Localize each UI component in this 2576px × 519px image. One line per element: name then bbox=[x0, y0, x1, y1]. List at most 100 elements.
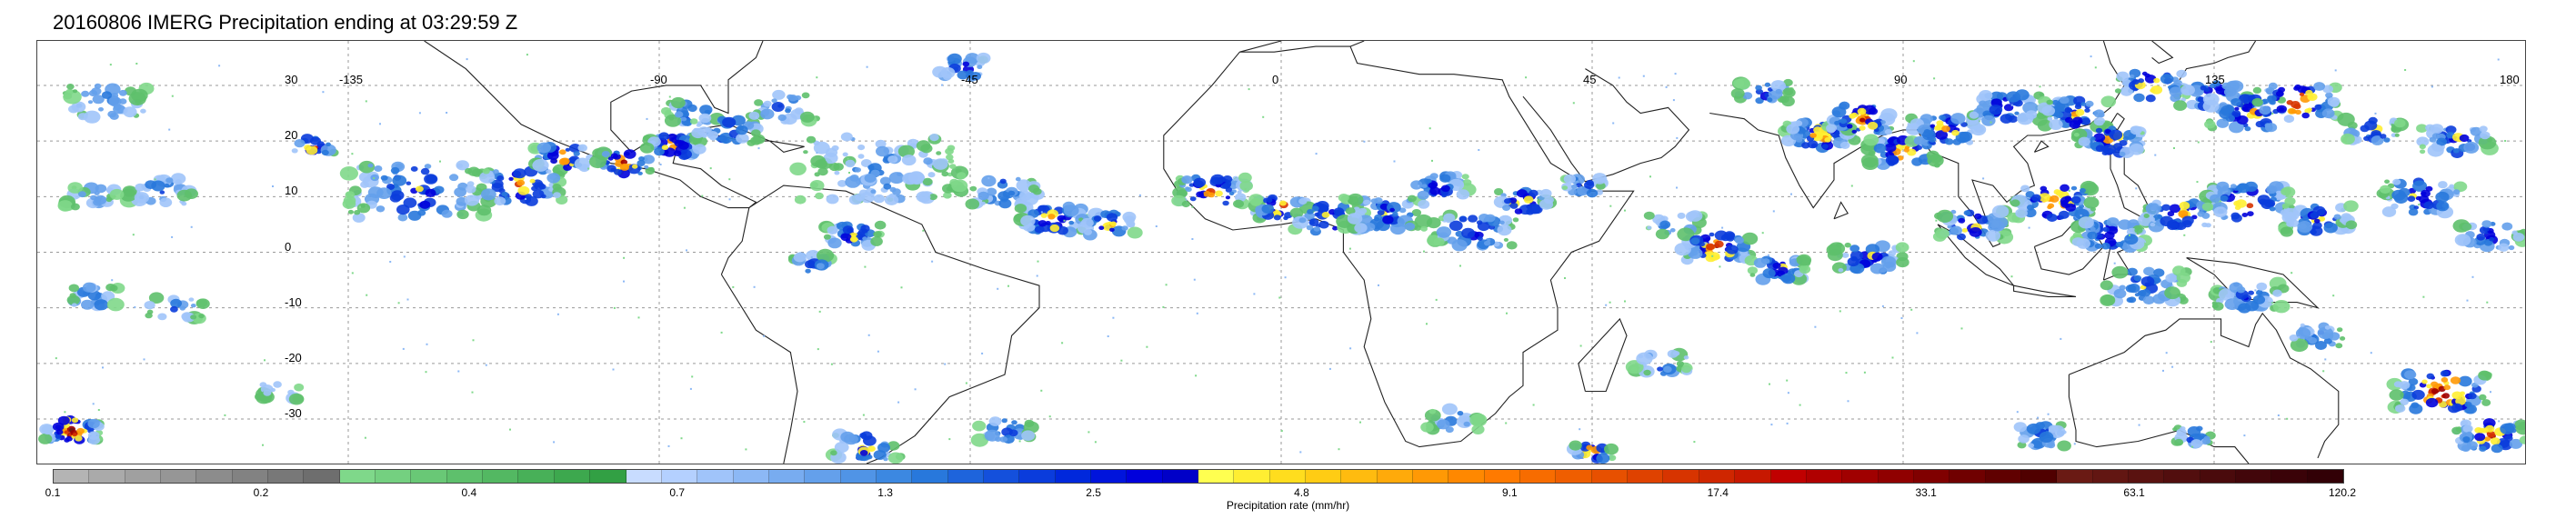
precip-cell bbox=[70, 203, 80, 211]
precip-cell bbox=[67, 182, 83, 194]
precip-cell bbox=[2134, 226, 2143, 234]
precip-cell bbox=[2169, 204, 2181, 214]
precip-cell bbox=[1023, 421, 1039, 434]
coastline bbox=[2068, 374, 2250, 464]
precip-cell bbox=[482, 168, 490, 175]
precip-cell bbox=[867, 445, 876, 453]
longitude-label: 135 bbox=[2205, 73, 2225, 86]
precip-speckle bbox=[623, 256, 626, 259]
precip-cell bbox=[419, 200, 431, 209]
precip-cell bbox=[2057, 440, 2071, 452]
precip-cell bbox=[1494, 188, 1504, 195]
precip-cell bbox=[1020, 215, 1036, 227]
precip-cell bbox=[454, 187, 466, 197]
precip-cell bbox=[1990, 220, 2005, 232]
precip-cell bbox=[1298, 217, 1307, 224]
precip-cell bbox=[1181, 200, 1191, 208]
precip-speckle bbox=[2135, 187, 2138, 190]
precip-speckle bbox=[1253, 293, 1256, 295]
precip-speckle bbox=[2183, 234, 2186, 236]
precip-cell bbox=[1561, 185, 1569, 191]
precip-speckle bbox=[2210, 341, 2212, 344]
precip-cell bbox=[479, 171, 496, 184]
precip-speckle bbox=[2010, 104, 2013, 106]
precip-cell bbox=[789, 162, 807, 175]
colorbar-segment bbox=[1127, 470, 1163, 483]
precip-cell bbox=[2498, 243, 2510, 252]
precip-cell bbox=[72, 433, 78, 437]
precip-cell bbox=[2453, 189, 2461, 195]
latitude-label: 0 bbox=[285, 239, 292, 254]
precip-cell bbox=[1834, 131, 1840, 135]
precip-cell bbox=[1121, 225, 1128, 231]
precip-cell bbox=[827, 225, 838, 235]
precip-cell bbox=[2514, 419, 2525, 431]
precip-speckle bbox=[2068, 189, 2070, 192]
precip-cell bbox=[1659, 220, 1671, 229]
precip-cell bbox=[2272, 300, 2290, 314]
precip-cell bbox=[1203, 191, 1211, 197]
precip-cell bbox=[1839, 141, 1850, 149]
precip-cell bbox=[1382, 215, 1394, 225]
precip-cell bbox=[1374, 214, 1383, 221]
precip-cell bbox=[2427, 144, 2444, 157]
precip-speckle bbox=[471, 391, 474, 394]
precip-speckle bbox=[667, 444, 670, 447]
precip-cell bbox=[849, 175, 859, 182]
precip-speckle bbox=[646, 117, 648, 120]
precip-cell bbox=[1471, 424, 1485, 434]
precip-cell bbox=[1880, 255, 1897, 268]
precip-cell bbox=[513, 168, 526, 179]
precip-speckle bbox=[1674, 73, 1677, 75]
precip-cell bbox=[1433, 237, 1445, 246]
precip-cell bbox=[1735, 77, 1751, 90]
precip-cell bbox=[1222, 200, 1229, 206]
precip-cell bbox=[2169, 86, 2183, 97]
precip-cell bbox=[1775, 88, 1782, 95]
precip-cell bbox=[531, 185, 538, 192]
coastline bbox=[1709, 41, 2125, 248]
precip-cell bbox=[2421, 379, 2428, 384]
precip-cell bbox=[1049, 224, 1060, 233]
precip-cell bbox=[845, 159, 856, 168]
precip-cell bbox=[52, 422, 65, 432]
precip-cell bbox=[540, 194, 546, 199]
precip-cell bbox=[2343, 200, 2359, 213]
precip-cell bbox=[698, 113, 712, 124]
colorbar bbox=[53, 469, 2344, 484]
precip-cell bbox=[87, 290, 101, 301]
precip-cell bbox=[360, 204, 366, 208]
precip-speckle bbox=[2047, 413, 2050, 415]
precip-cell bbox=[2458, 375, 2472, 387]
precip-cell bbox=[38, 434, 53, 444]
precip-cell bbox=[501, 191, 508, 197]
precip-cell bbox=[897, 172, 902, 176]
precip-cell bbox=[2426, 373, 2435, 380]
precip-cell bbox=[2080, 117, 2091, 125]
precip-cell bbox=[134, 192, 150, 204]
precip-cell bbox=[1426, 217, 1441, 229]
precip-cell bbox=[1730, 88, 1745, 99]
precip-cell bbox=[2491, 444, 2503, 454]
colorbar-segment bbox=[1520, 470, 1557, 483]
precip-cell bbox=[1233, 199, 1244, 208]
colorbar-segment bbox=[1341, 470, 1378, 483]
precip-cell bbox=[2101, 242, 2110, 250]
precip-cell bbox=[1306, 225, 1314, 231]
colorbar-tick-label: 2.5 bbox=[1086, 486, 1101, 499]
precip-cell bbox=[793, 252, 807, 263]
precip-cell bbox=[2236, 115, 2249, 125]
precip-cell bbox=[2474, 433, 2486, 442]
precip-cell bbox=[771, 98, 777, 104]
precip-speckle bbox=[1244, 188, 1247, 191]
colorbar-segment bbox=[768, 470, 806, 483]
precip-cell bbox=[1436, 226, 1452, 238]
precip-cell bbox=[2281, 203, 2290, 209]
colorbar-segment bbox=[1377, 470, 1414, 483]
precip-cell bbox=[1967, 119, 1980, 130]
precip-speckle bbox=[2060, 337, 2062, 340]
precip-cell bbox=[2093, 116, 2106, 126]
precip-cell bbox=[2266, 185, 2278, 195]
precip-cell bbox=[517, 185, 530, 195]
precip-speckle bbox=[262, 444, 264, 446]
